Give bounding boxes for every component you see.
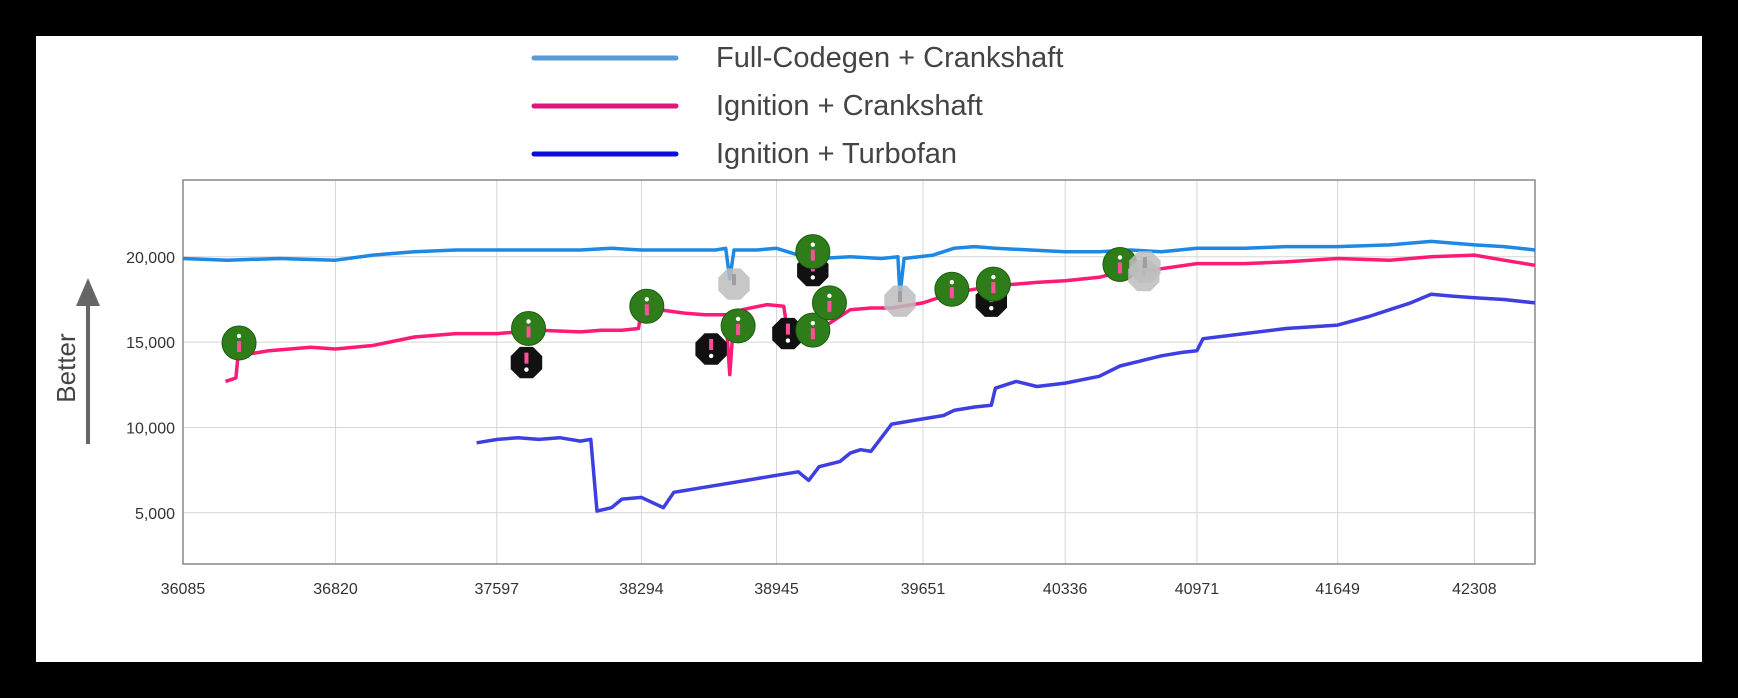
legend-label: Full-Codegen + Crankshaft: [716, 42, 1063, 74]
info-marker-dot: [526, 319, 531, 324]
info-marker-stem: [991, 282, 996, 294]
info-marker-dot: [644, 297, 650, 302]
x-tick-label: 37597: [475, 581, 520, 598]
info-marker-stem: [526, 326, 531, 338]
x-tick-label: 39651: [901, 581, 946, 598]
info-marker-dot: [1117, 255, 1123, 260]
series-line: [182, 239, 1536, 297]
alert-marker-dot: [785, 338, 791, 343]
legend: Full-Codegen + Crankshaft Ignition + Cran…: [531, 42, 1063, 170]
info-marker-dot: [735, 316, 741, 322]
x-tick-label: 40336: [1043, 581, 1088, 598]
alert-marker-dot: [524, 367, 529, 372]
info-marker-dot: [949, 280, 955, 285]
series-line: [476, 292, 1536, 513]
x-tick-label: 42308: [1452, 581, 1497, 598]
x-tick-label: 38945: [754, 581, 799, 598]
better-arrow-head: [76, 278, 100, 306]
annotation-markers: [221, 234, 1161, 379]
muted-marker-stem: [1142, 257, 1147, 269]
x-axis: 36085 36820 37597 38294 38945 39651 40336 40971…: [161, 581, 1497, 598]
info-marker-stem: [949, 287, 954, 299]
line-chart: Full-Codegen + Crankshaft Ignition + Cran…: [51, 42, 1536, 598]
y-axis: 5,000 10,000 15,000 20,000: [126, 250, 175, 523]
alert-marker-stem: [785, 323, 790, 335]
y-tick-label: 20,000: [126, 250, 175, 267]
alert-marker-dot: [708, 353, 714, 359]
alert-marker-stem: [524, 352, 529, 364]
y-tick-label: 15,000: [126, 335, 175, 352]
x-tick-label: 41649: [1315, 581, 1360, 598]
x-tick-label: 40971: [1175, 581, 1220, 598]
y-tick-label: 5,000: [135, 506, 175, 523]
muted-marker-stem: [897, 291, 902, 303]
info-marker-stem: [644, 304, 649, 316]
alert-marker-dot: [810, 275, 816, 280]
info-marker-stem: [1117, 262, 1122, 274]
y-tick-label: 10,000: [126, 420, 175, 437]
series-line: [224, 253, 1536, 384]
x-tick-label: 36085: [161, 581, 206, 598]
chart-panel: Full-Codegen + Crankshaft Ignition + Cran…: [36, 36, 1702, 662]
x-tick-label: 36820: [313, 581, 358, 598]
legend-label: Ignition + Turbofan: [716, 138, 957, 170]
info-marker-stem: [237, 340, 242, 352]
series-lines: [182, 239, 1536, 513]
plot-frame: [182, 179, 1536, 565]
info-marker-dot: [827, 293, 832, 299]
y-axis-label-group: Better: [51, 278, 100, 444]
info-marker-stem: [810, 249, 815, 261]
info-marker-dot: [236, 333, 242, 339]
info-marker-stem: [736, 323, 741, 335]
gridlines: [182, 180, 1535, 564]
alert-marker-stem: [709, 338, 714, 350]
info-marker-stem: [827, 300, 832, 312]
x-tick-label: 38294: [619, 581, 664, 598]
alert-marker-dot: [989, 305, 994, 311]
info-marker-stem: [810, 328, 815, 340]
muted-marker-stem: [731, 274, 736, 286]
y-axis-label: Better: [51, 333, 81, 403]
info-marker-dot: [810, 242, 816, 247]
info-marker-dot: [991, 274, 996, 280]
info-marker-dot: [810, 320, 816, 326]
legend-label: Ignition + Crankshaft: [716, 90, 983, 122]
